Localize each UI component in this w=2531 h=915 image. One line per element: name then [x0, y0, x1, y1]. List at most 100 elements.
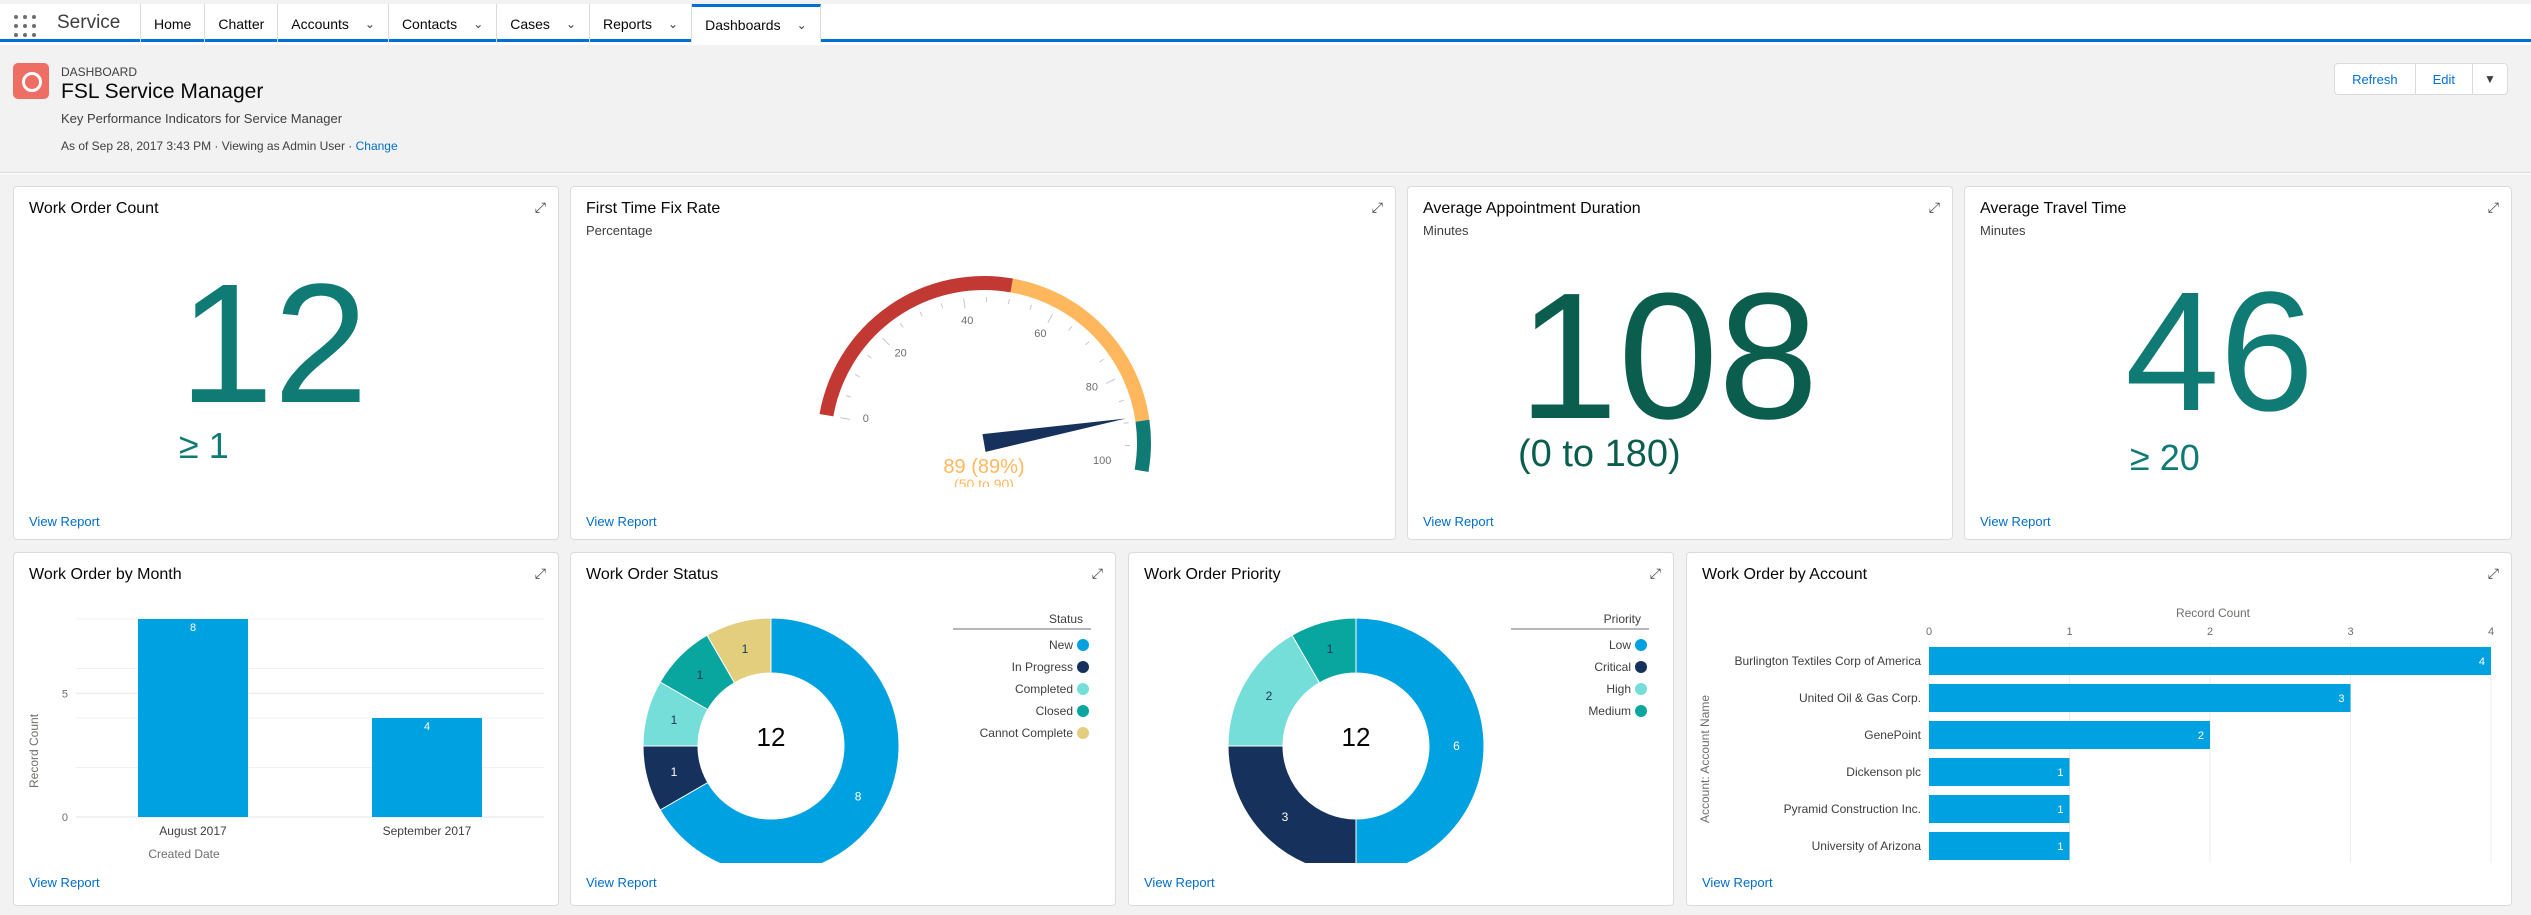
donut-slice [1227, 745, 1357, 863]
expand-icon[interactable]: ⤢ [2487, 199, 2499, 215]
gauge-tick [919, 311, 923, 317]
bar [1929, 647, 2491, 675]
page-header: Dashboard FSL Service Manager Key Perfor… [0, 45, 2531, 173]
gauge-tick [1123, 422, 1129, 424]
expand-icon[interactable]: ⤢ [1928, 199, 1940, 215]
page-title: FSL Service Manager [61, 80, 264, 103]
bar [1929, 832, 2070, 860]
metric-range: (0 to 180) [1518, 433, 1681, 475]
tab-cases[interactable]: Cases ⌄ [497, 4, 590, 43]
gauge-chart: 0 20 40 60 80 100 89 (89%) (50 to 90) [819, 276, 1151, 487]
gauge-value-label: 89 (89%) [943, 456, 1024, 478]
bar [1929, 684, 2351, 712]
expand-icon[interactable]: ⤢ [1649, 565, 1661, 581]
y-axis-label: Account: Account Name [1698, 695, 1712, 823]
bar [372, 718, 482, 817]
header-actions: Refresh Edit ▼ [2334, 63, 2508, 95]
expand-icon[interactable]: ⤢ [1091, 565, 1103, 581]
gauge-range-label: (50 to 90) [954, 476, 1014, 487]
slice-data-label: 6 [1453, 739, 1460, 753]
expand-icon[interactable]: ⤢ [534, 199, 546, 215]
chevron-down-icon: ▼ [2484, 72, 2496, 86]
tab-home[interactable]: Home [141, 4, 206, 43]
widget-subtitle: Percentage [586, 223, 653, 238]
view-report-link[interactable]: View Report [1702, 875, 1773, 890]
metric-value: 108 [1518, 256, 1819, 457]
expand-icon[interactable]: ⤢ [534, 565, 546, 581]
y-tick-label: 0 [62, 812, 68, 824]
x-axis-label: Record Count [2176, 606, 2251, 620]
metric-value: 12 [179, 249, 369, 439]
gauge-tick-label: 80 [1086, 381, 1098, 393]
view-report-link[interactable]: View Report [586, 514, 657, 529]
chevron-down-icon[interactable]: ⌄ [796, 18, 807, 32]
slice-data-label: 1 [697, 668, 704, 682]
widget-first-time-fix-rate: First Time Fix Rate Percentage ⤢ 0 20 40 60… [570, 186, 1396, 540]
y-tick-label: University of Arizona [1812, 839, 1922, 853]
legend-swatch [1077, 705, 1089, 717]
tab-reports[interactable]: Reports ⌄ [590, 4, 693, 43]
x-axis-label: Created Date [148, 847, 220, 861]
y-tick-label: Burlington Textiles Corp of America [1734, 654, 1921, 668]
view-report-link[interactable]: View Report [1980, 514, 2051, 529]
tab-contacts[interactable]: Contacts ⌄ [389, 4, 498, 43]
gauge-tick [1118, 399, 1124, 403]
expand-icon[interactable]: ⤢ [2487, 565, 2499, 581]
gauge-tick-label: 100 [1093, 455, 1111, 467]
gauge-tick [899, 323, 904, 328]
chevron-down-icon[interactable]: ⌄ [668, 16, 679, 31]
legend-label: Cannot Complete [980, 726, 1074, 740]
bar-data-label: 1 [2057, 767, 2063, 779]
as-of-label: As of Sep 28, 2017 3:43 PM · Viewing as … [61, 139, 356, 153]
change-link[interactable]: Change [355, 139, 398, 153]
app-launcher-icon[interactable] [14, 15, 36, 37]
bar-data-label: 4 [2479, 656, 2485, 668]
nav-tabs: Home Chatter Accounts ⌄ Contacts ⌄ Cases ⌄ … [140, 4, 821, 43]
bar-data-label: 1 [2057, 804, 2063, 816]
tab-label: Chatter [218, 15, 265, 32]
gauge-tick-label: 20 [895, 348, 907, 360]
refresh-button[interactable]: Refresh [2335, 64, 2416, 94]
y-tick-label: GenePoint [1864, 728, 1921, 742]
gauge-tick [854, 374, 860, 378]
view-report-link[interactable]: View Report [29, 514, 100, 529]
gauge-tick [1085, 341, 1090, 346]
gauge-tick [940, 303, 944, 309]
object-label: Dashboard [61, 65, 138, 79]
widget-title: Work Order by Account [1702, 566, 1868, 583]
legend-title: Status [1049, 612, 1083, 626]
x-tick-label: 0 [1926, 626, 1932, 638]
tab-accounts[interactable]: Accounts ⌄ [278, 4, 389, 43]
tab-label: Home [154, 15, 192, 32]
gauge-tick [845, 394, 851, 398]
tab-label: Cases [510, 15, 550, 32]
chevron-down-icon[interactable]: ⌄ [473, 16, 484, 31]
x-tick-label: September 2017 [383, 824, 472, 838]
metric-target: ≥ 1 [179, 425, 229, 466]
legend-swatch [1635, 683, 1647, 695]
x-tick-label: August 2017 [159, 824, 227, 838]
view-report-link[interactable]: View Report [1144, 875, 1215, 890]
legend-swatch [1635, 705, 1647, 717]
horizontal-bar-chart: Record Count Account: Account Name 0 1 2 3 4… [1698, 606, 2494, 863]
legend-label: In Progress [1012, 660, 1073, 674]
tab-dashboards[interactable]: Dashboards ⌄ [692, 4, 821, 43]
view-report-link[interactable]: View Report [29, 875, 100, 890]
bar-data-label: 3 [2338, 693, 2344, 705]
chevron-down-icon[interactable]: ⌄ [565, 16, 576, 31]
y-tick-label: Dickenson plc [1846, 765, 1921, 779]
expand-icon[interactable]: ⤢ [1371, 199, 1383, 215]
slice-data-label: 1 [1327, 642, 1334, 656]
legend-swatch [1077, 639, 1089, 651]
edit-button[interactable]: Edit [2416, 64, 2473, 94]
app-name: Service [57, 12, 121, 33]
view-report-link[interactable]: View Report [586, 875, 657, 890]
tab-chatter[interactable]: Chatter [205, 4, 279, 43]
widget-title: Average Travel Time [1980, 200, 2127, 217]
view-report-link[interactable]: View Report [1423, 514, 1494, 529]
more-actions-button[interactable]: ▼ [2473, 64, 2507, 94]
chevron-down-icon[interactable]: ⌄ [364, 16, 375, 31]
widget-avg-appointment-duration: Average Appointment Duration Minutes ⤢ 1… [1407, 186, 1953, 540]
widget-work-order-by-account: Work Order by Account ⤢ Record Count Acc… [1686, 552, 2512, 906]
widget-title: Work Order Status [586, 566, 719, 583]
